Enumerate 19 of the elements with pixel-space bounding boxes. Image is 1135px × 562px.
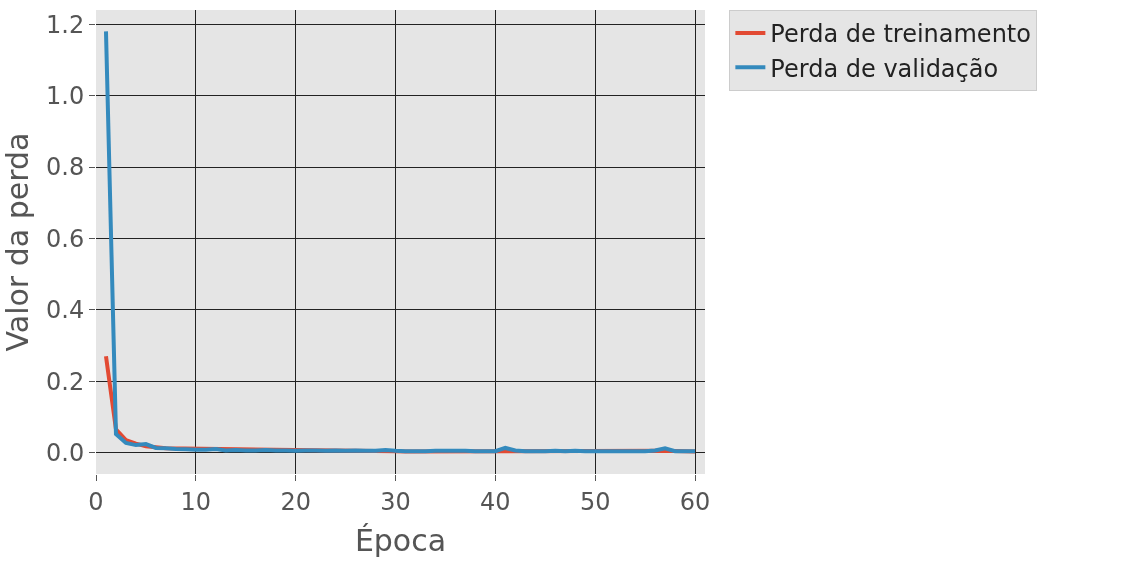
x-tick-label: 50	[579, 487, 611, 516]
y-tick-label: 0.2	[46, 367, 85, 396]
y-tick-label: 1.0	[46, 82, 85, 111]
x-tick-label: 20	[280, 487, 311, 516]
y-tick-label: 0.8	[46, 153, 85, 182]
x-tick-label: 40	[480, 487, 511, 516]
legend-label: Perda de treinamento	[770, 20, 1031, 49]
legend-label: Perda de validação	[770, 54, 999, 83]
y-tick-label: 0.4	[46, 296, 85, 325]
x-tick-label: 10	[180, 487, 212, 516]
y-tick-label: 0.6	[46, 224, 85, 253]
y-axis-title: Valor da perda	[0, 132, 35, 352]
y-tick-label: 0.0	[46, 438, 85, 467]
y-tick-label: 1.2	[46, 10, 85, 39]
x-axis-title: Época	[354, 523, 447, 559]
x-tick-label: 30	[380, 487, 411, 516]
x-tick-label: 60	[679, 487, 711, 516]
x-tick-label: 0	[88, 487, 104, 516]
line-series	[103, 29, 698, 454]
